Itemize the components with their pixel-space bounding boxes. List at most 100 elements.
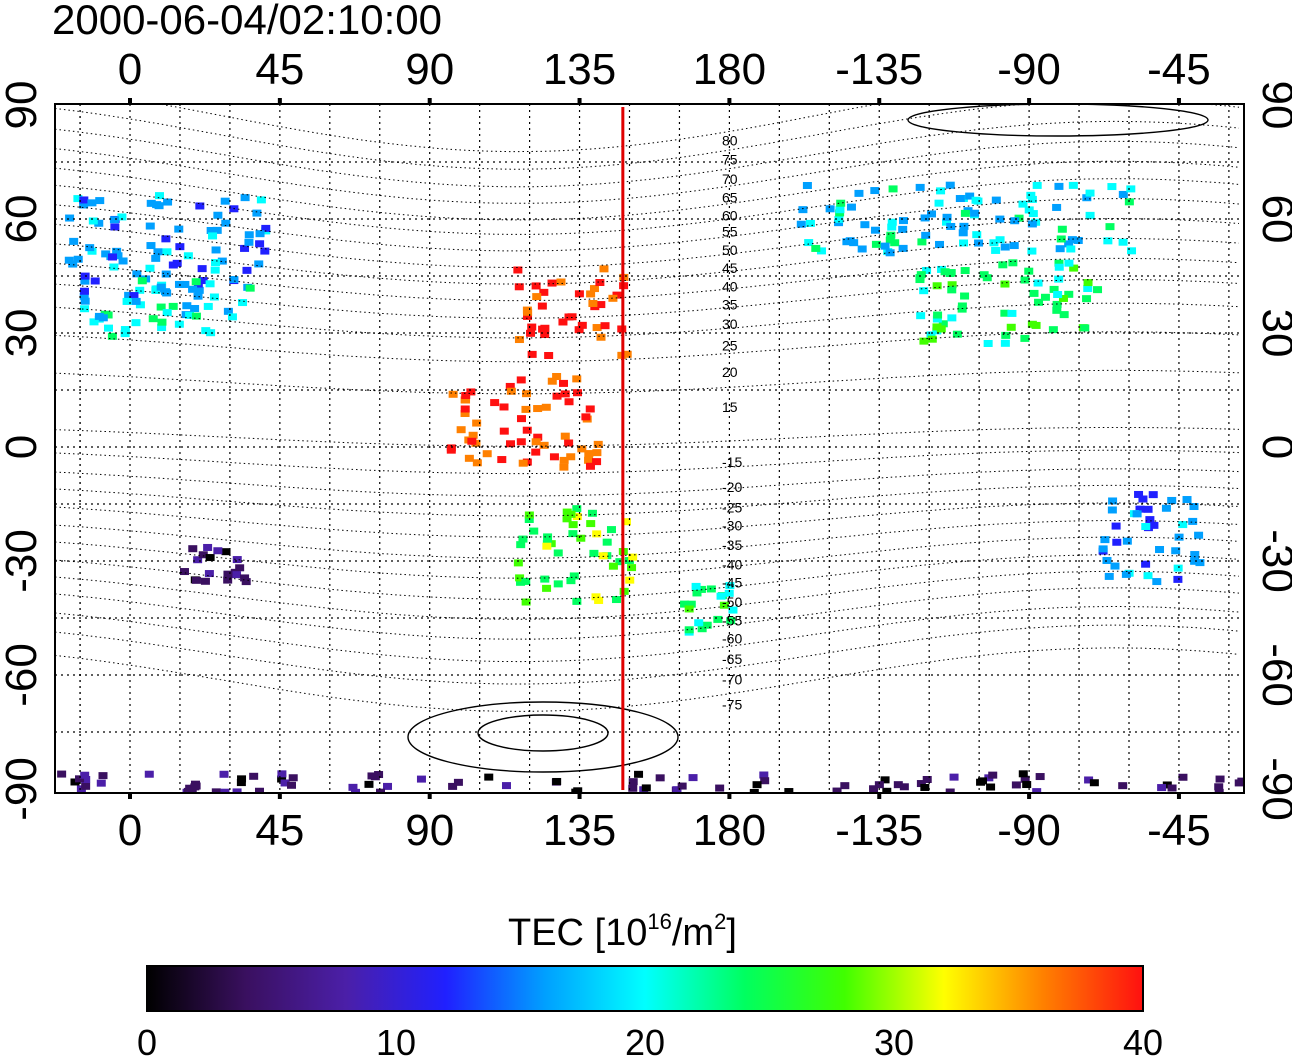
tec-cell (854, 189, 864, 197)
tec-cell (588, 299, 598, 307)
tec-cell (936, 325, 946, 333)
tec-cell (145, 222, 155, 230)
tec-cell (461, 396, 471, 404)
tec-cell (1022, 781, 1032, 789)
tec-cell (144, 770, 154, 778)
tec-cell (552, 372, 562, 380)
tec-cell (1033, 279, 1043, 287)
tec-cell (168, 302, 178, 310)
tec-cell (242, 266, 252, 274)
tec-cell (73, 255, 83, 263)
tec-cell (1134, 490, 1144, 498)
tec-cell (201, 327, 211, 335)
contour-label: -55 (722, 612, 742, 628)
tec-cell (539, 288, 549, 296)
tec-cell (1082, 295, 1092, 303)
tec-cell (927, 210, 937, 218)
tec-cell (1054, 263, 1064, 271)
tec-cell (960, 267, 970, 275)
tec-cell (1162, 781, 1172, 789)
top-tick (877, 98, 882, 104)
tec-cell (932, 315, 942, 323)
colorbar-tick-label: 0 (137, 1022, 157, 1057)
tec-cell (120, 330, 130, 338)
tec-cell (521, 577, 531, 585)
tec-cell (560, 432, 570, 440)
tec-cell (154, 192, 164, 200)
tec-cell (1121, 570, 1131, 578)
north-pole-contour (907, 104, 1209, 137)
tec-cell (752, 781, 762, 789)
tec-cell (208, 232, 218, 240)
tec-cell (1138, 495, 1148, 503)
contour-label: 50 (722, 242, 738, 258)
tec-cell (1068, 181, 1078, 189)
colorbar-tick-label: 20 (625, 1022, 665, 1057)
tec-cell (537, 302, 547, 310)
tec-cell (1027, 220, 1037, 228)
left-lat-label: -90 (0, 757, 46, 821)
tec-cell (1171, 547, 1181, 555)
tec-cell (286, 781, 296, 789)
tec-cell (899, 783, 909, 791)
contour-label: -60 (722, 631, 742, 647)
bottom-tick (1176, 793, 1181, 799)
tec-cell (1135, 505, 1145, 513)
tec-cell (80, 277, 90, 285)
tec-cell (686, 600, 696, 608)
tec-cell (1107, 183, 1117, 191)
tec-cell (1127, 247, 1137, 255)
tec-cell (518, 535, 528, 543)
tec-cell (64, 256, 74, 264)
tec-cell (244, 231, 254, 239)
tec-cell (1132, 510, 1142, 518)
tec-cell (585, 405, 595, 413)
tec-cell (933, 311, 943, 319)
tec-cell (156, 283, 166, 291)
top-lon-label: 135 (543, 45, 616, 94)
tec-cell (562, 508, 572, 516)
mag-lat-contour (55, 606, 1240, 663)
tec-cell (472, 459, 482, 467)
tec-cell (529, 527, 539, 535)
tec-cell (1152, 578, 1162, 586)
tec-cell (960, 209, 970, 217)
left-lat-label: 60 (0, 195, 46, 244)
tec-cell (81, 776, 91, 784)
tec-cell (1059, 311, 1069, 319)
tec-cell (87, 199, 97, 207)
tec-cell (564, 398, 574, 406)
tec-cell (641, 784, 651, 792)
right-lat-label: 90 (1253, 81, 1292, 130)
tec-cell (1040, 293, 1050, 301)
contour-label: -15 (722, 454, 742, 470)
tec-cell (559, 456, 569, 464)
tec-cell (79, 292, 89, 300)
tec-cell (572, 389, 582, 397)
bottom-lon-label: -135 (835, 806, 923, 855)
bottom-tick (877, 793, 882, 799)
tec-cell (204, 570, 214, 578)
tec-cell (466, 388, 476, 396)
tec-cell (131, 319, 141, 327)
tec-cell (1020, 775, 1030, 783)
tec-cell (979, 271, 989, 279)
tec-cell (79, 196, 89, 204)
tec-cell (572, 513, 582, 521)
tec-cell (95, 197, 105, 205)
tec-cell (1149, 521, 1159, 529)
mag-lat-contour (55, 647, 1240, 712)
tec-cell (694, 619, 704, 627)
tec-cell (1126, 185, 1136, 193)
tec-cell (109, 216, 119, 224)
tec-cell (129, 292, 139, 300)
tec-cell (145, 264, 155, 272)
tec-cell (1032, 181, 1042, 189)
tec-cell (261, 224, 271, 232)
tec-cell (1237, 777, 1244, 785)
tec-cell (922, 266, 932, 274)
tec-cell (572, 505, 582, 513)
magnetic-latitude-contours (55, 104, 1240, 773)
tec-cell (692, 589, 702, 597)
tec-cell (542, 542, 552, 550)
